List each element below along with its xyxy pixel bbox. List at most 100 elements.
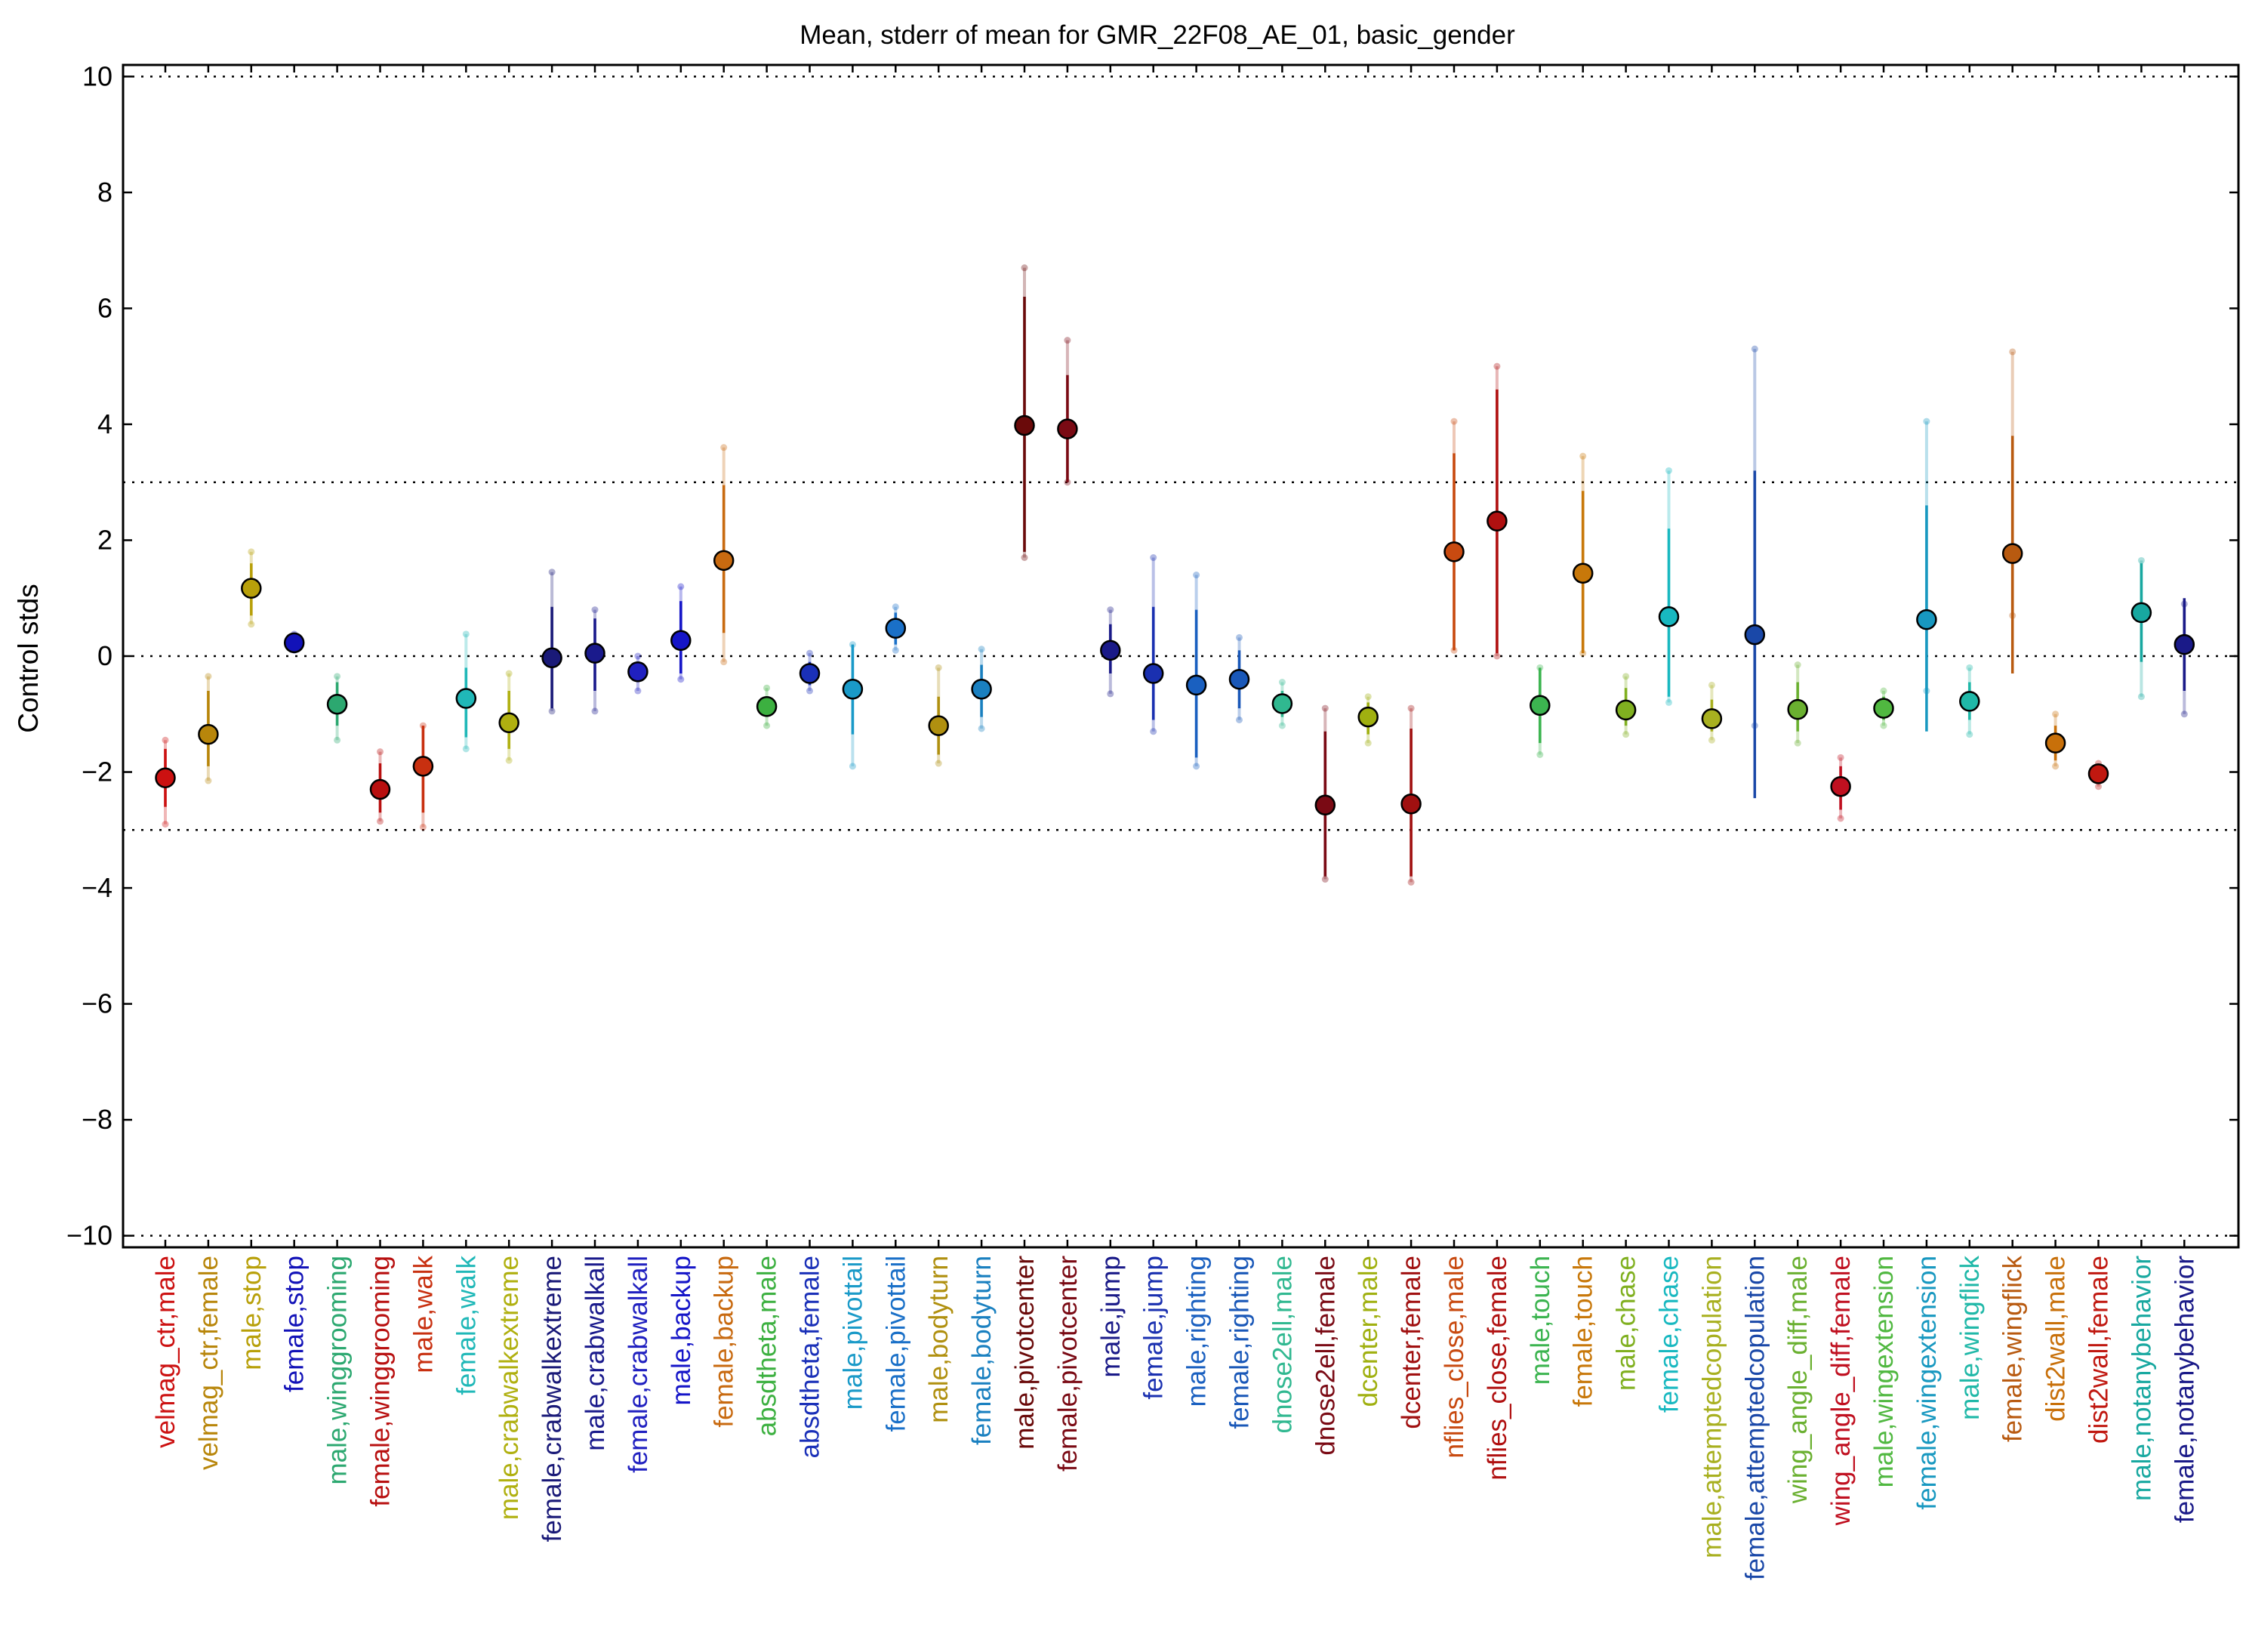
y-tick-label: 6	[97, 292, 112, 323]
mean-point	[1530, 695, 1551, 716]
mean-point	[713, 550, 735, 572]
range-end-dot	[419, 823, 427, 831]
point-group	[455, 65, 477, 1247]
mean-point	[756, 696, 778, 717]
category-label: absdtheta,male	[753, 1256, 782, 1436]
mean-point	[541, 647, 562, 669]
range-end-dot	[334, 736, 341, 744]
category-label: female,righting	[1225, 1256, 1255, 1429]
mean-point	[1744, 624, 1766, 646]
point-group	[670, 65, 692, 1247]
mean-point	[1271, 693, 1293, 714]
category-label: wing_angle_diff,male	[1783, 1256, 1813, 1504]
point-group	[498, 65, 519, 1247]
range-end-dot	[1708, 736, 1715, 744]
point-group	[799, 65, 821, 1247]
point-group	[1228, 65, 1250, 1247]
category-label: female,wingextension	[1912, 1256, 1942, 1510]
category-label: female,winggrooming	[366, 1256, 396, 1507]
range-end-dot	[935, 664, 942, 671]
range-end-dot	[1193, 763, 1200, 770]
point-group	[2087, 65, 2109, 1247]
point-group	[541, 65, 562, 1247]
point-group	[283, 65, 305, 1247]
category-label: male,jump	[1096, 1256, 1126, 1377]
range-end-dot	[1064, 337, 1071, 344]
mean-point	[1314, 794, 1336, 816]
y-tick-label: −4	[82, 872, 112, 903]
point-group	[1873, 65, 1894, 1247]
mean-point	[498, 712, 519, 734]
range-end-dot	[1493, 362, 1501, 370]
range-end-dot	[505, 757, 513, 764]
reference-lines	[123, 76, 2238, 1237]
mean-point	[412, 756, 434, 777]
category-label: female,crabwalkall	[624, 1256, 653, 1473]
mean-point	[1787, 698, 1808, 720]
category-label: male,notanybehavior	[2127, 1256, 2156, 1501]
range-end-dot	[1021, 264, 1028, 272]
mean-point	[1487, 510, 1508, 532]
range-end-dot	[677, 583, 685, 590]
range-end-dot	[1880, 722, 1887, 729]
category-label: male,crabwalkextreme	[494, 1256, 524, 1520]
category-label: dcenter,male	[1354, 1256, 1383, 1407]
range-end-dot	[548, 707, 556, 715]
range-end-dot	[1236, 633, 1243, 641]
category-label: female,bodyturn	[967, 1256, 997, 1445]
mean-point	[584, 643, 605, 664]
point-group	[1830, 65, 1851, 1247]
category-label: female,walk	[451, 1256, 481, 1395]
mean-point	[627, 661, 649, 683]
y-tick-label: 2	[97, 524, 112, 555]
category-label: dnose2ell,male	[1268, 1256, 1297, 1433]
mean-point	[369, 778, 391, 800]
point-group	[756, 65, 778, 1247]
point-group	[1057, 65, 1078, 1247]
data-points	[155, 65, 2195, 1247]
y-tick-label: −6	[82, 988, 112, 1019]
mean-point	[1057, 418, 1078, 439]
y-tick-label: −10	[66, 1220, 112, 1251]
category-label: male,backup	[667, 1256, 696, 1405]
mean-point	[1228, 668, 1250, 690]
range-end-dot	[677, 676, 685, 683]
category-label: female,chase	[1655, 1256, 1684, 1413]
category-label: male,stop	[237, 1256, 267, 1370]
range-end-dot	[1107, 606, 1114, 614]
range-end-dot	[334, 673, 341, 680]
category-label: female,backup	[710, 1256, 739, 1428]
range-end-dot	[1622, 673, 1630, 680]
category-label: male,walk	[408, 1256, 438, 1373]
range-end-dot	[591, 606, 599, 614]
range-end-dot	[978, 725, 985, 732]
range-end-dot	[162, 821, 169, 828]
mean-point	[1615, 699, 1637, 721]
range-end-dot	[548, 569, 556, 576]
y-axis-ticks: −10 −8 −6 −4 −2 0 2 4 6 8 10	[66, 60, 2238, 1251]
category-label: nflies_close,male	[1440, 1256, 1469, 1458]
range-end-dot	[720, 658, 728, 666]
point-group	[2174, 65, 2195, 1247]
category-label: female,wingflick	[1998, 1256, 2028, 1443]
mean-point	[198, 723, 219, 745]
range-end-dot	[1150, 554, 1157, 561]
mean-point	[1400, 794, 1422, 815]
range-end-dot	[720, 444, 728, 452]
mean-point	[1959, 691, 1980, 712]
range-end-dot	[1880, 687, 1887, 695]
point-group	[241, 65, 262, 1247]
range-end-dot	[634, 652, 642, 660]
category-label: male,chase	[1612, 1256, 1641, 1391]
point-group	[584, 65, 605, 1247]
range-end-dot	[2137, 556, 2145, 564]
mean-point	[1830, 775, 1851, 797]
range-end-dot	[205, 777, 212, 784]
category-label: male,attemptedcopulation	[1697, 1256, 1727, 1558]
range-end-dot	[1364, 693, 1372, 701]
range-end-dot	[1794, 739, 1801, 747]
range-end-dot	[978, 646, 985, 653]
category-label: male,pivotcenter	[1010, 1256, 1040, 1450]
mean-point	[1014, 415, 1035, 436]
